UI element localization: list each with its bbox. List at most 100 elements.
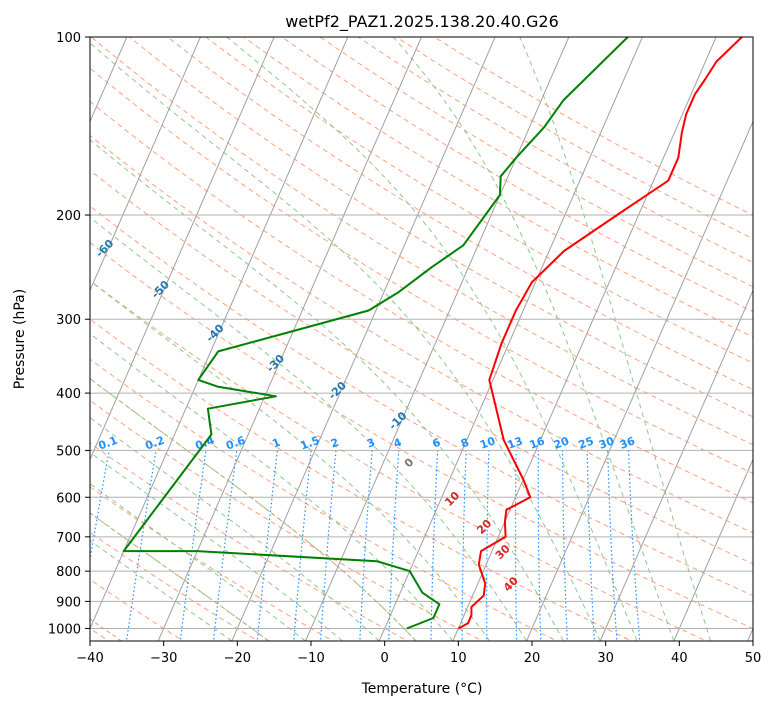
mixing-ratio-label: 0.2 [143, 434, 166, 453]
isotherm [305, 37, 570, 641]
isotherm [90, 37, 349, 630]
y-tick-label: 1000 [48, 622, 81, 637]
mixing-ratio-line [461, 450, 467, 641]
isotherm [599, 289, 753, 641]
saturation-adiabat [90, 512, 269, 641]
background-lines [0, 24, 753, 644]
x-tick-label: −30 [150, 651, 177, 666]
mixing-ratio-line [607, 450, 618, 641]
dry-adiabat [90, 399, 484, 641]
dry-adiabat [242, 37, 753, 338]
x-tick-label: 0 [381, 651, 389, 666]
dry-adiabat [90, 279, 708, 641]
x-tick-label: 20 [524, 651, 541, 666]
x-tick-label: −40 [76, 651, 103, 666]
isotherm [231, 37, 496, 641]
mixing-ratio-label: 3 [365, 436, 377, 451]
dry-adiabat [90, 318, 633, 641]
moist-adiabat [90, 483, 306, 641]
x-tick-label: 30 [597, 651, 614, 666]
mixing-ratio-label: 1 [270, 436, 282, 451]
dry-adiabat [395, 37, 753, 240]
moist-adiabat [90, 539, 233, 641]
y-tick-label: 500 [56, 444, 81, 459]
isotherm [673, 458, 753, 641]
saturation-adiabat [90, 377, 417, 641]
y-tick-label: 700 [56, 531, 81, 546]
moist-adiabat [90, 139, 564, 641]
mixing-ratio-label: 10 [478, 434, 497, 452]
mixing-ratio-label: 6 [431, 436, 443, 451]
x-tick-label: −10 [297, 651, 324, 666]
isotherm-label: -60 [93, 237, 116, 260]
mixing-ratio-label: 16 [528, 434, 547, 452]
wet-bulb-label: 10 [442, 489, 462, 509]
moist-adiabat [90, 377, 417, 641]
moist-adiabat [90, 280, 491, 641]
chart-title: wetPf2_PAZ1.2025.138.20.40.G26 [285, 12, 559, 32]
mixing-ratio-line [90, 450, 110, 563]
dry-adiabat [433, 37, 753, 216]
dry-adiabat [90, 205, 753, 597]
mixing-ratio-label: 8 [459, 436, 471, 451]
isotherm [526, 120, 753, 641]
mixing-ratio-line [430, 450, 439, 641]
x-tick-label: 40 [671, 651, 688, 666]
moist-adiabat [90, 333, 454, 641]
dry-adiabat [90, 442, 409, 641]
moist-adiabat [90, 42, 601, 641]
y-tick-label: 800 [56, 565, 81, 580]
mixing-ratio-label: 0.1 [97, 434, 120, 453]
mixing-ratio-line [486, 450, 490, 641]
x-tick-label: −20 [224, 651, 251, 666]
mixing-ratio-line [586, 450, 596, 641]
moist-adiabat [90, 417, 380, 641]
isotherm-label: -50 [149, 278, 172, 301]
x-tick-label: 50 [745, 651, 762, 666]
mixing-ratio-line [319, 450, 337, 641]
isotherm [90, 37, 201, 292]
dry-adiabat [281, 37, 753, 313]
dry-adiabat [319, 37, 753, 288]
plot-frame [89, 36, 754, 642]
mixing-ratio-label: 30 [597, 434, 616, 452]
mixing-ratio-line [179, 450, 207, 641]
isotherm-label: -10 [386, 409, 409, 432]
mixing-ratio-line [514, 450, 518, 641]
mixing-ratio-line [388, 450, 400, 641]
mixing-ratio-label: 25 [577, 434, 596, 451]
y-tick-label: 200 [56, 209, 81, 224]
mixing-ratio-line [359, 450, 373, 641]
isotherm [157, 37, 422, 641]
x-axis-label: Temperature (°C) [361, 681, 483, 697]
wet-bulb-label: 30 [493, 542, 513, 562]
mixing-ratio-label: 4 [392, 436, 404, 451]
moist-adiabat [90, 216, 527, 641]
moist-adiabat [226, 37, 638, 641]
wet-bulb-label: 20 [474, 517, 494, 537]
moist-adiabat [392, 37, 675, 641]
dry-adiabat [90, 100, 753, 504]
y-axis-label: Pressure (hPa) [12, 289, 28, 389]
isotherm [378, 37, 643, 641]
isotherm [0, 24, 59, 644]
y-tick-label: 600 [56, 491, 81, 506]
dry-adiabat [128, 37, 753, 418]
mixing-ratio-label: 1.5 [299, 434, 322, 453]
plot-area: -60-50-40-30-20-100.1 0.2 0.4 0.6 1 1.5 2 3 4 6 8 1… [0, 24, 762, 666]
y-tick-label: 400 [56, 387, 81, 402]
isotherm-label: -30 [264, 352, 287, 375]
mixing-ratio-label: 36 [618, 434, 637, 452]
dry-adiabat [90, 134, 753, 534]
isotherm-label: -40 [203, 321, 226, 344]
temperature-profile [457, 37, 743, 630]
isotherm [452, 37, 717, 641]
dewpoint-profile [122, 37, 629, 630]
mixing-ratio-line [537, 450, 542, 641]
y-tick-label: 100 [56, 31, 81, 46]
mixing-ratio-label: 2 [329, 436, 341, 451]
mixing-ratio-label: 20 [552, 434, 571, 452]
mixing-ratio-line [562, 450, 569, 641]
mixing-ratio-label: 13 [506, 434, 525, 451]
